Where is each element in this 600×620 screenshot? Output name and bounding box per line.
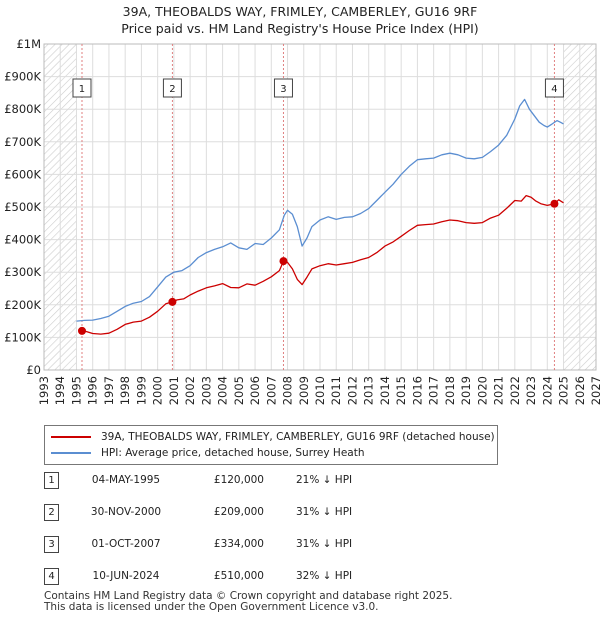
y-tick-label: £700K (4, 135, 41, 149)
footer-licence: This data is licensed under the Open Gov… (44, 601, 379, 613)
x-tick-label: 2008 (281, 376, 295, 405)
y-tick-label: £200K (4, 298, 41, 312)
sale-hpi-diff: 31% ↓ HPI (296, 538, 353, 550)
y-tick-label: £600K (4, 167, 41, 181)
x-tick-label: 1997 (102, 376, 116, 405)
sale-number: 2 (44, 504, 59, 521)
x-tick-label: 2005 (232, 376, 246, 405)
x-tick-label: 1996 (86, 376, 100, 405)
x-tick-label: 2000 (151, 376, 165, 405)
x-tick-label: 2015 (394, 376, 408, 405)
x-tick-label: 2024 (540, 376, 554, 405)
x-tick-label: 2027 (589, 376, 600, 405)
sale-label-number: 4 (551, 84, 557, 95)
sale-label-number: 3 (280, 84, 286, 95)
y-tick-label: £900K (4, 70, 41, 84)
y-tick-label: £100K (4, 330, 41, 344)
x-tick-label: 2002 (183, 376, 197, 405)
x-tick-label: 2019 (459, 376, 473, 405)
legend-swatch-property (51, 436, 91, 438)
sale-price: £120,000 (213, 474, 264, 486)
legend-label-property: 39A, THEOBALDS WAY, FRIMLEY, CAMBERLEY, … (101, 431, 495, 443)
x-tick-label: 2012 (345, 376, 359, 405)
sale-label-box (544, 78, 564, 98)
sale-label-box (72, 78, 92, 98)
x-tick-label: 1994 (53, 376, 67, 405)
legend: 39A, THEOBALDS WAY, FRIMLEY, CAMBERLEY, … (44, 425, 498, 465)
y-tick-label: £1M (16, 37, 41, 51)
sale-date: 04-MAY-1995 (91, 474, 161, 486)
sale-hpi-diff: 32% ↓ HPI (296, 570, 353, 582)
x-tick-label: 1993 (37, 376, 51, 405)
x-tick-label: 2007 (264, 376, 278, 405)
sale-date: 30-NOV-2000 (90, 506, 162, 518)
x-tick-label: 2011 (329, 376, 343, 405)
x-tick-label: 2026 (573, 376, 587, 405)
x-tick-label: 2014 (378, 376, 392, 405)
series-line-hpi (76, 98, 564, 322)
chart-subtitle: Price paid vs. HM Land Registry's House … (121, 21, 479, 36)
x-tick-label: 2010 (313, 376, 327, 405)
sale-hpi-diff: 31% ↓ HPI (296, 506, 353, 518)
sale-price: £510,000 (213, 570, 264, 582)
table-row: 4 10-JUN-2024 £510,000 32% ↓ HPI (0, 568, 600, 588)
x-tick-label: 2025 (557, 376, 571, 405)
price-chart: 1 2 3 4 £0 £100K £200K £300K £400K £500K £600K £70… (4, 37, 600, 405)
sale-label-number: 1 (79, 84, 85, 95)
series-line-property (81, 194, 564, 335)
x-tick-label: 2013 (362, 376, 376, 405)
sale-number: 3 (44, 536, 59, 553)
sale-marker (168, 297, 177, 306)
footer-copyright: Contains HM Land Registry data © Crown c… (44, 590, 453, 602)
sale-date: 01-OCT-2007 (91, 538, 161, 550)
sale-label-number: 2 (169, 84, 175, 95)
sale-date: 10-JUN-2024 (92, 570, 160, 582)
sale-hpi-diff: 21% ↓ HPI (296, 474, 353, 486)
sale-marker (550, 199, 559, 208)
y-tick-label: £300K (4, 265, 41, 279)
x-tick-label: 2009 (297, 376, 311, 405)
table-row: 1 04-MAY-1995 £120,000 21% ↓ HPI (0, 472, 600, 492)
sale-label-box (273, 78, 293, 98)
x-tick-label: 2023 (524, 376, 538, 405)
x-tick-label: 2004 (216, 376, 230, 405)
sale-label-box (162, 78, 182, 98)
y-tick-label: £800K (4, 102, 41, 116)
sale-price: £209,000 (213, 506, 264, 518)
sale-marker (279, 257, 288, 266)
chart-title: 39A, THEOBALDS WAY, FRIMLEY, CAMBERLEY, … (122, 4, 478, 19)
sale-price: £334,000 (213, 538, 264, 550)
plot-frame (43, 43, 597, 371)
y-tick-label: £500K (4, 200, 41, 214)
x-tick-label: 1995 (69, 376, 83, 405)
x-tick-label: 2022 (508, 376, 522, 405)
x-tick-label: 2003 (199, 376, 213, 405)
legend-swatch-hpi (51, 452, 91, 454)
x-tick-label: 2017 (427, 376, 441, 405)
x-tick-label: 2018 (443, 376, 457, 405)
table-row: 2 30-NOV-2000 £209,000 31% ↓ HPI (0, 504, 600, 524)
x-tick-label: 2016 (410, 376, 424, 405)
y-tick-label: £400K (4, 233, 41, 247)
x-tick-label: 1998 (118, 376, 132, 405)
y-tick-label: £0 (26, 363, 41, 377)
legend-label-hpi: HPI: Average price, detached house, Surr… (101, 447, 365, 459)
x-tick-label: 2001 (167, 376, 181, 405)
x-tick-label: 2021 (492, 376, 506, 405)
x-tick-label: 2006 (248, 376, 262, 405)
x-tick-label: 1999 (134, 376, 148, 405)
sale-number: 1 (44, 472, 59, 489)
sale-marker (77, 326, 86, 335)
x-tick-label: 2020 (475, 376, 489, 405)
sale-number: 4 (44, 568, 59, 585)
table-row: 3 01-OCT-2007 £334,000 31% ↓ HPI (0, 536, 600, 556)
